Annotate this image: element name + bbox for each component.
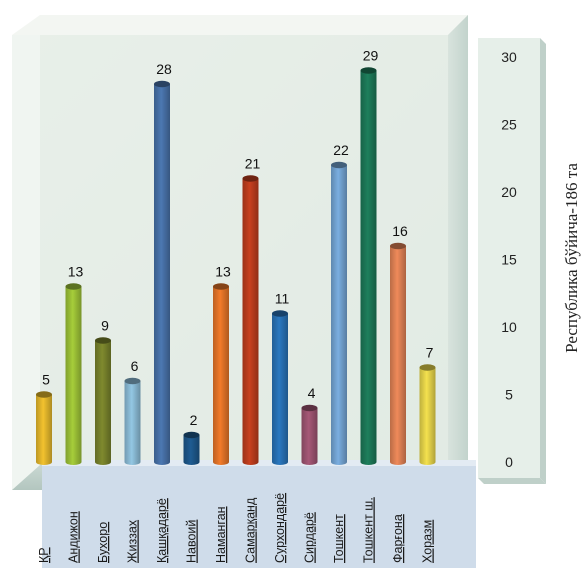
x-tick-label: Сирдарё <box>303 512 317 563</box>
bar <box>154 84 170 465</box>
y-tick-label: 30 <box>501 49 517 65</box>
bar-cap <box>36 391 52 398</box>
bar-cap <box>390 242 406 250</box>
bar-cap <box>242 175 259 182</box>
x-tick-label: ҚР <box>37 547 51 563</box>
bar <box>331 165 347 465</box>
x-tick-label: Қашқадарё <box>155 498 169 563</box>
value-label: 29 <box>363 48 379 64</box>
value-label: 2 <box>190 412 198 428</box>
value-label: 21 <box>245 156 261 172</box>
x-tick-label: Хоразм <box>421 520 435 563</box>
bar <box>390 246 406 465</box>
x-tick-label: Фарғона <box>391 514 405 563</box>
y-tick-label: 25 <box>501 117 517 133</box>
bars <box>36 67 436 465</box>
bar <box>124 381 141 465</box>
bar-cap <box>124 377 141 385</box>
y-axis-panel-shade <box>540 38 546 484</box>
bar-cap <box>95 337 111 344</box>
bar <box>242 178 259 465</box>
bar <box>419 367 436 465</box>
value-label: 4 <box>308 385 316 401</box>
bar-cap <box>331 161 347 169</box>
x-tick-label: Наманган <box>214 506 228 563</box>
x-tick-label: Жиззах <box>126 519 140 563</box>
bar-cap <box>360 67 377 74</box>
value-label: 13 <box>68 264 84 280</box>
value-label: 5 <box>42 372 50 388</box>
value-label: 28 <box>156 61 172 77</box>
y-tick-label: 15 <box>501 252 517 268</box>
x-tick-label: Тошкент ш. <box>362 497 376 563</box>
bar <box>272 313 288 465</box>
category-panel-light <box>42 460 476 466</box>
y-axis-panel <box>478 38 540 478</box>
x-tick-label: Навоий <box>185 520 199 563</box>
top-face <box>12 15 468 35</box>
y-axis-title: Республика бўйича-186 та <box>562 163 581 353</box>
value-label: 11 <box>275 291 290 307</box>
bar-cap <box>65 283 82 290</box>
bar <box>183 435 200 465</box>
bar-cap <box>272 310 288 317</box>
bar <box>95 340 111 465</box>
category-panel <box>42 460 476 568</box>
y-tick-label: 10 <box>501 319 517 335</box>
value-label: 22 <box>333 142 349 158</box>
right-face <box>448 15 468 490</box>
x-tick-label: Тошкент <box>332 514 346 563</box>
bar-cap <box>154 80 170 88</box>
bar-cap <box>301 404 318 412</box>
bar <box>213 286 229 465</box>
y-axis-ticks: 0 5 10 15 20 25 30 <box>501 49 517 470</box>
bar-cap <box>419 364 436 371</box>
bar <box>36 394 52 465</box>
value-label: 16 <box>392 223 408 239</box>
bar <box>65 286 82 465</box>
y-tick-label: 20 <box>501 184 517 200</box>
value-label: 7 <box>426 345 434 361</box>
bar <box>301 408 318 465</box>
value-labels: 5 13 9 6 28 2 13 21 11 4 22 29 16 7 <box>42 48 434 429</box>
x-tick-labels: ҚР Андижон Бухоро Жиззах Қашқадарё Навоий Нама… <box>37 493 435 563</box>
y-axis-panel-shade-bottom <box>478 478 546 484</box>
bar <box>360 70 377 465</box>
x-tick-label: Самарқанд <box>244 497 258 563</box>
x-tick-label: Сурхондарё <box>273 493 287 563</box>
value-label: 13 <box>215 264 231 280</box>
value-label: 6 <box>131 358 139 374</box>
bar-cap <box>213 283 229 290</box>
y-tick-label: 5 <box>505 387 513 403</box>
x-tick-label: Бухоро <box>96 522 110 563</box>
y-tick-label: 0 <box>505 454 513 470</box>
value-label: 9 <box>101 318 109 334</box>
bar-cap <box>183 431 200 439</box>
x-tick-label: Андижон <box>67 511 81 563</box>
